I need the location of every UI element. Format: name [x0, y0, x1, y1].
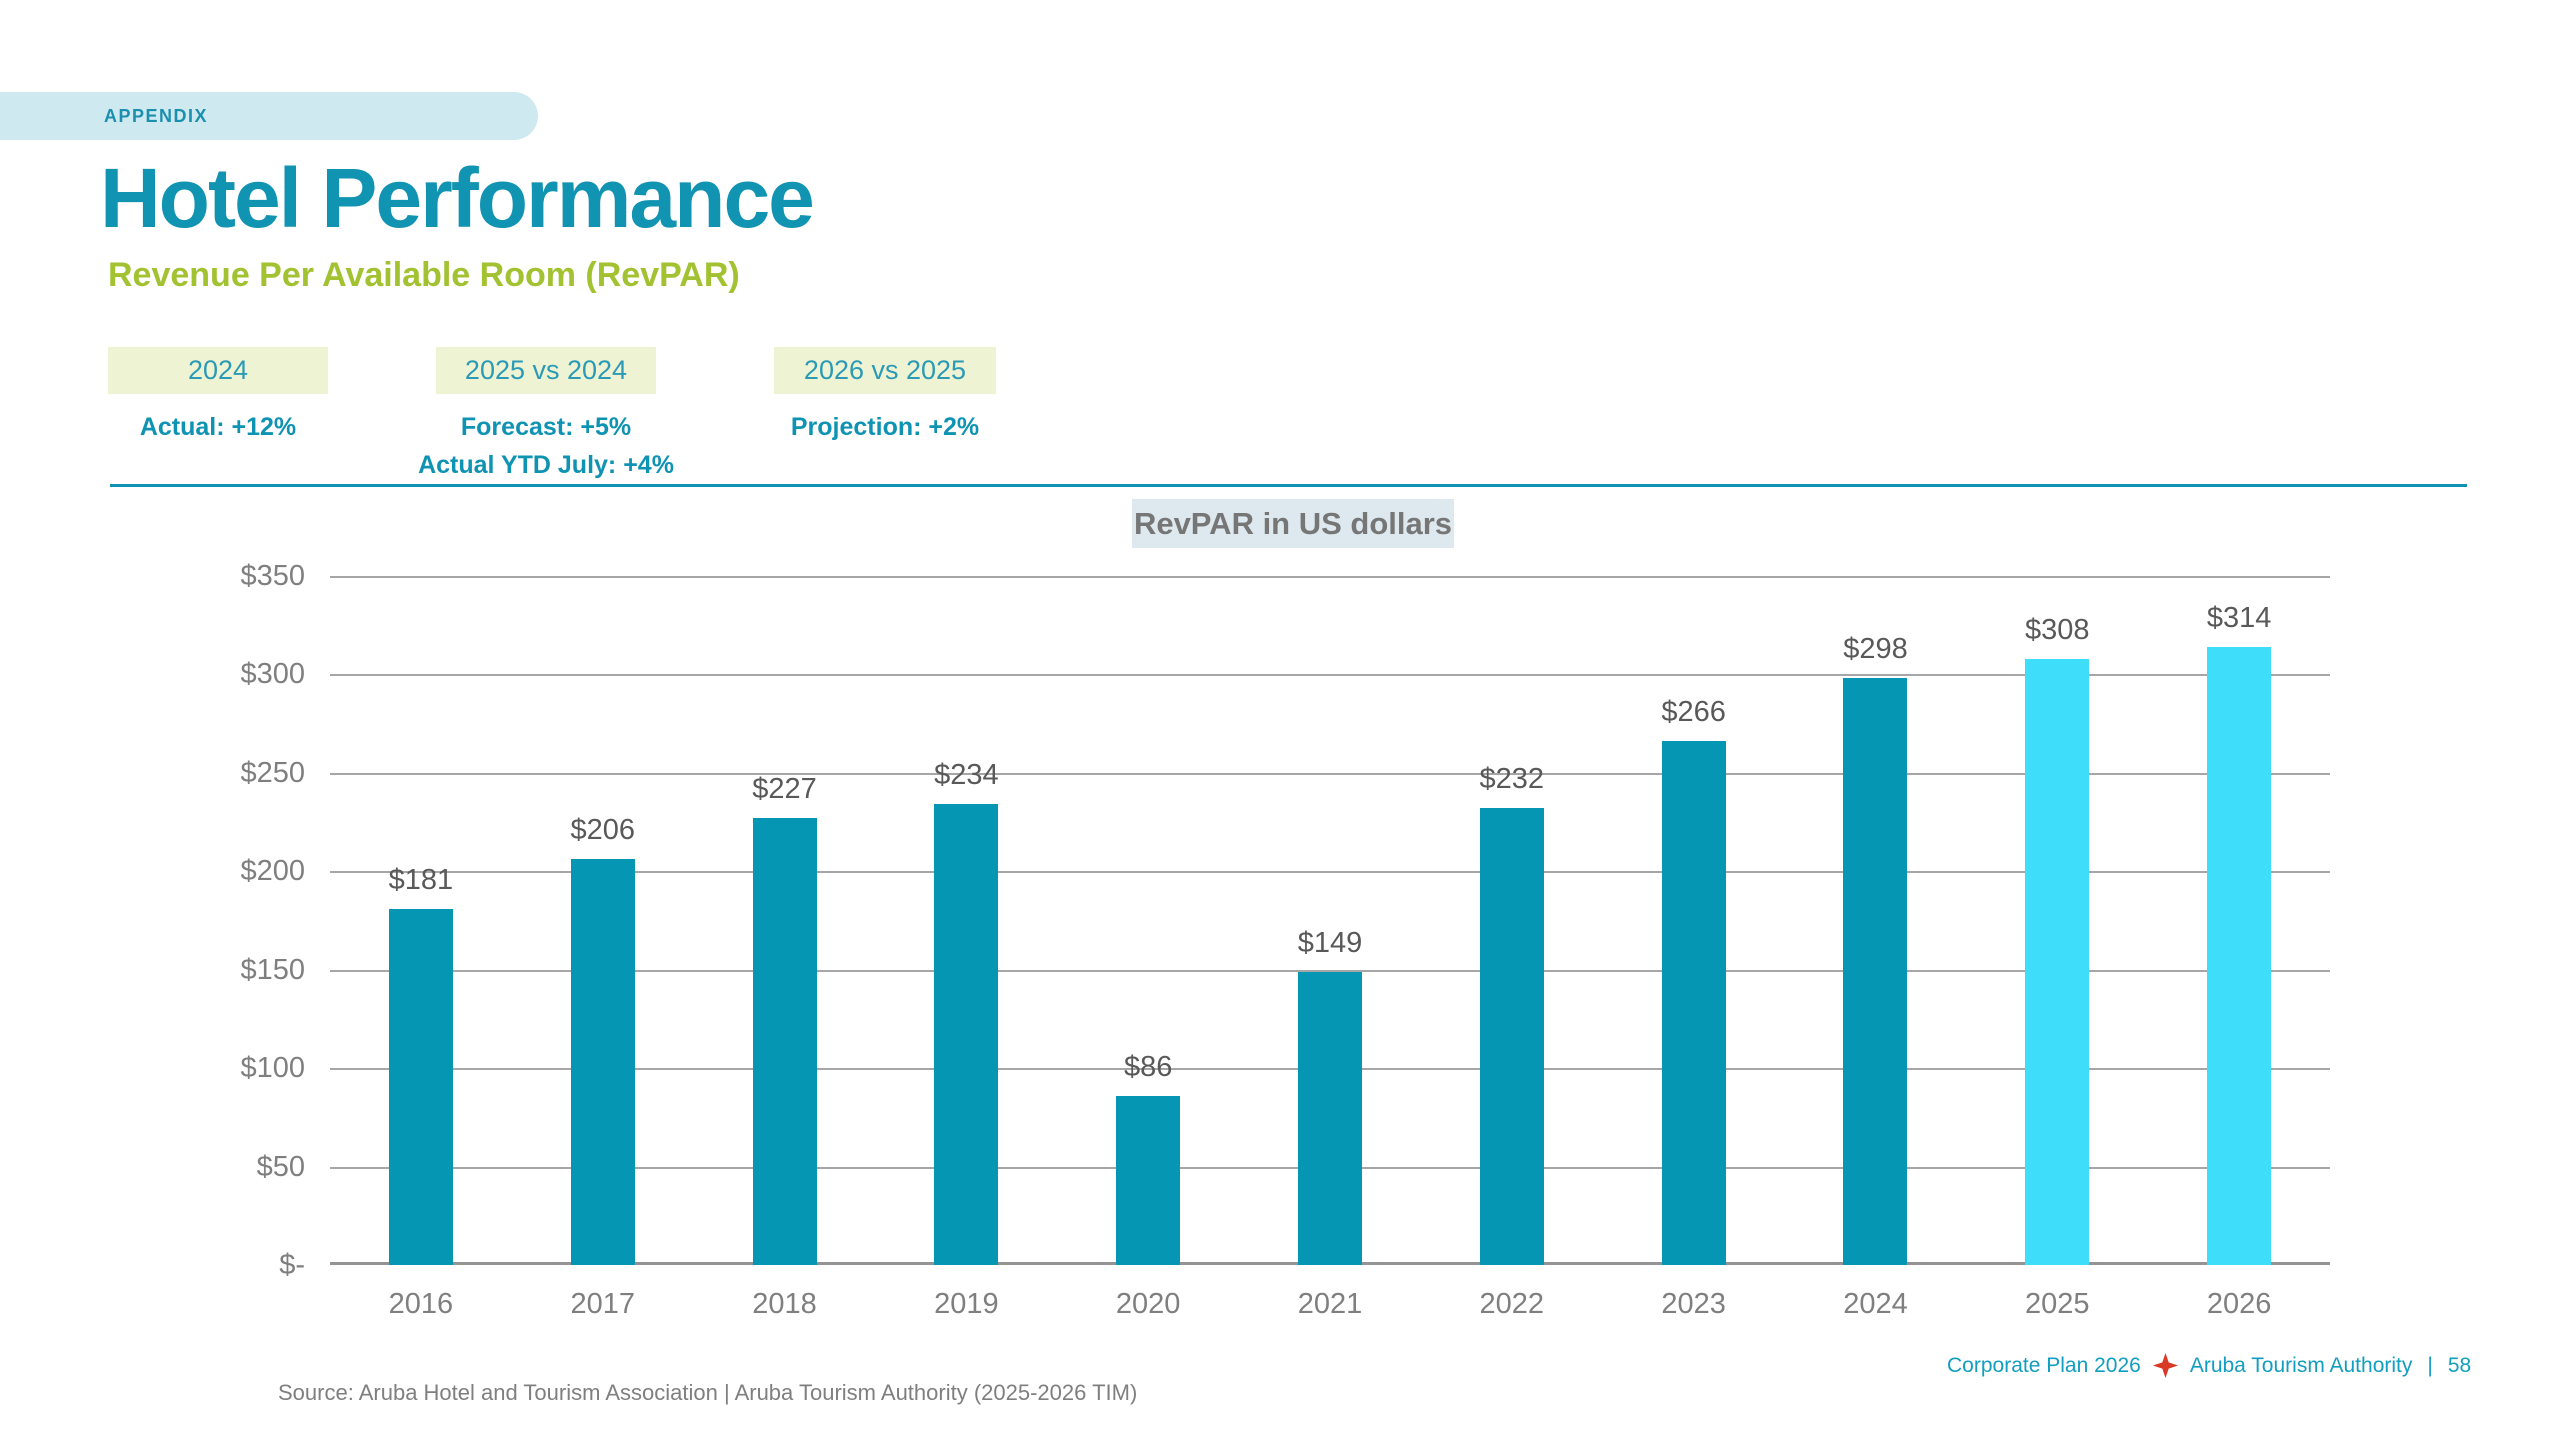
gridline	[330, 772, 2330, 775]
bar-2017	[570, 859, 635, 1265]
y-tick-label: $350	[240, 560, 305, 592]
gridline	[330, 969, 2330, 972]
stat-detail-2026-vs-2025: Projection: +2%	[705, 408, 1065, 446]
bar-value-label-2018: $227	[752, 773, 817, 806]
aruba-star-icon	[2152, 1352, 2178, 1379]
bar-2026	[2207, 646, 2272, 1265]
gridline	[330, 576, 2330, 578]
y-tick-label: $50	[256, 1150, 305, 1183]
bar-2022	[1479, 808, 1544, 1265]
stat-detail-projection: Projection: +2%	[790, 413, 980, 441]
y-tick-label: $100	[240, 1052, 305, 1085]
x-tick-label-2016: 2016	[388, 1288, 454, 1320]
y-tick-label: $300	[240, 658, 305, 691]
footer-separator: |	[2427, 1353, 2433, 1377]
bar-2016	[388, 908, 453, 1265]
bar-2019	[934, 804, 999, 1265]
stat-detail-actual: Actual: +12%	[139, 413, 297, 441]
bar-2018	[752, 818, 817, 1265]
bar-2021	[1298, 971, 1362, 1265]
stat-box-2025-vs-2024: 2025 vs 2024	[436, 347, 656, 394]
stat-detail-2024: Actual: +12%	[38, 408, 398, 446]
bar-value-label-2016: $181	[388, 863, 454, 896]
source-note: Source: Aruba Hotel and Tourism Associat…	[278, 1380, 1138, 1405]
x-tick-label-2021: 2021	[1297, 1288, 1363, 1320]
bar-value-label-2017: $206	[570, 814, 635, 847]
appendix-tag-pill: APPENDIX	[0, 92, 538, 140]
bar-2020	[1116, 1095, 1181, 1265]
page-subtitle: Revenue Per Available Room (RevPAR)	[108, 256, 740, 294]
stat-detail-ytd: Actual YTD July: +4%	[418, 451, 674, 479]
y-tick-label: $250	[240, 756, 305, 789]
bar-value-label-2024: $298	[1843, 633, 1908, 666]
appendix-tag-label: APPENDIX	[104, 105, 209, 126]
x-tick-label-2023: 2023	[1661, 1288, 1726, 1320]
plot-area: $181 $206 $227 $234 $86 $149 $232 $266 $298 $308 $…	[330, 576, 2330, 1265]
footer-page-number: 58	[2447, 1353, 2472, 1377]
stat-detail-forecast: Forecast: +5%	[460, 413, 632, 441]
page-title: Hotel Performance	[100, 151, 815, 245]
y-tick-label: $-	[279, 1249, 305, 1281]
x-tick-label-2018: 2018	[752, 1288, 817, 1320]
gridline	[330, 674, 2330, 677]
footer-plan-label: Corporate Plan 2026	[1947, 1353, 2141, 1377]
stat-box-2026-vs-2025: 2026 vs 2025	[774, 347, 996, 394]
bar-value-label-2022: $232	[1479, 763, 1545, 796]
bar-value-label-2020: $86	[1123, 1050, 1173, 1083]
bar-2025	[2025, 658, 2090, 1265]
footer-org-label: Aruba Tourism Authority	[2189, 1353, 2413, 1377]
x-tick-label-2019: 2019	[934, 1288, 999, 1320]
gridline	[330, 871, 2330, 874]
stat-detail-2025-vs-2024: Forecast: +5% Actual YTD July: +4%	[366, 408, 726, 484]
bar-value-label-2019: $234	[934, 759, 999, 792]
bar-2024	[1843, 678, 1908, 1265]
x-tick-label-2017: 2017	[570, 1288, 635, 1320]
bar-value-label-2026: $314	[2206, 601, 2272, 634]
bar-value-label-2023: $266	[1661, 696, 1726, 729]
x-tick-label-2024: 2024	[1843, 1288, 1908, 1320]
y-tick-label: $150	[240, 953, 305, 986]
bar-value-label-2021: $149	[1297, 926, 1363, 959]
x-tick-label-2020: 2020	[1115, 1288, 1181, 1320]
y-tick-label: $200	[240, 855, 305, 888]
x-tick-label-2022: 2022	[1479, 1288, 1545, 1320]
x-tick-label-2025: 2025	[2025, 1288, 2090, 1320]
chart-title-badge: RevPAR in US dollars	[1132, 499, 1454, 548]
bar-value-label-2025: $308	[2025, 613, 2090, 646]
bar-2023	[1661, 741, 1726, 1265]
stat-box-2024: 2024	[108, 347, 328, 394]
x-tick-label-2026: 2026	[2206, 1288, 2272, 1320]
header-divider-line	[110, 484, 2467, 487]
footer-right: Corporate Plan 2026 Aruba Tourism Author…	[1947, 1352, 2471, 1379]
